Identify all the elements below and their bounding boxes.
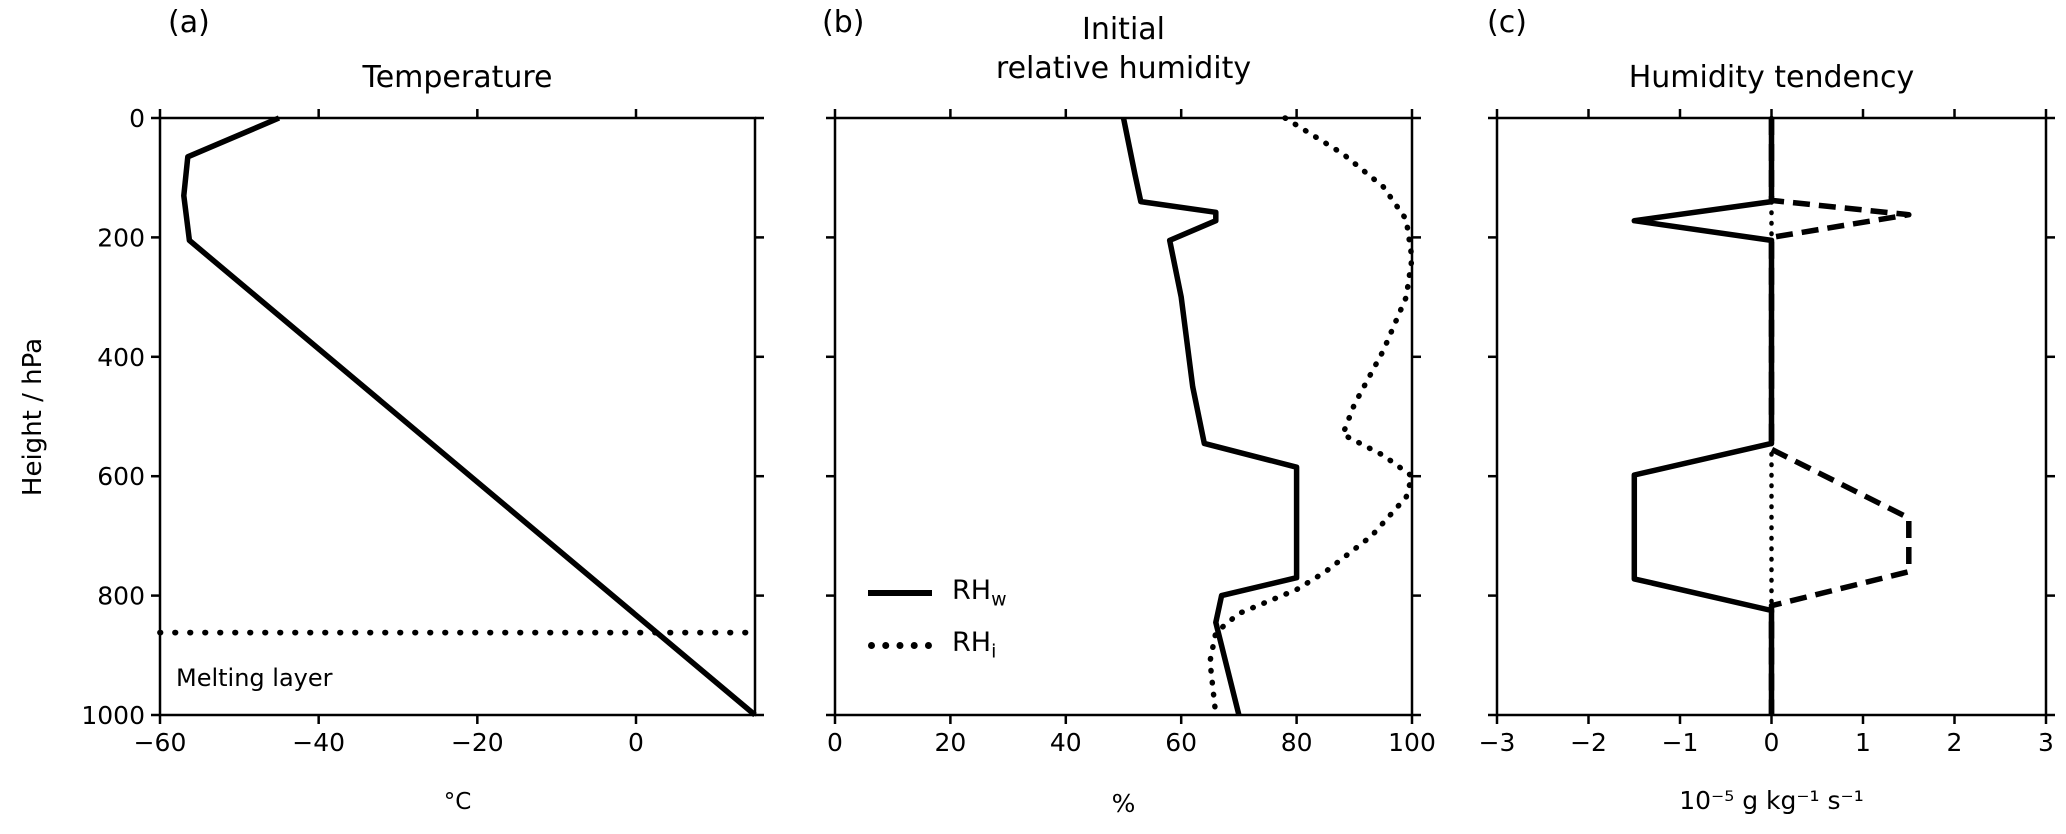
panel-c-title: Humidity tendency xyxy=(1628,60,1915,95)
panel-a-x-axis-label: °C xyxy=(443,789,472,815)
svg-text:1: 1 xyxy=(1855,728,1871,757)
svg-text:600: 600 xyxy=(97,462,145,491)
svg-text:400: 400 xyxy=(97,343,145,372)
svg-text:2: 2 xyxy=(1947,728,1963,757)
panel-b-axes: 0 20 40 60 80 100 xyxy=(826,109,1436,757)
svg-text:−20: −20 xyxy=(451,728,504,757)
melting-layer-annotation: Melting layer xyxy=(176,664,333,692)
panel-c-x-axis-label: 10⁻⁵ g kg⁻¹ s⁻¹ xyxy=(1679,786,1864,815)
svg-text:−2: −2 xyxy=(1570,728,1607,757)
legend-label-rhi: RHi xyxy=(952,626,997,663)
svg-text:0: 0 xyxy=(827,728,843,757)
legend-label-rhw: RHw xyxy=(952,574,1007,611)
svg-text:0: 0 xyxy=(628,728,644,757)
panel-c-letter: (c) xyxy=(1487,5,1527,40)
legend-item-rhi: RHi xyxy=(868,619,1007,671)
panel-b-letter: (b) xyxy=(822,5,865,40)
svg-text:−1: −1 xyxy=(1662,728,1699,757)
drying-tendency-curve xyxy=(1631,118,1775,715)
relative-humidity-water-curve xyxy=(1120,117,1300,716)
svg-text:60: 60 xyxy=(1165,728,1197,757)
svg-text:−60: −60 xyxy=(134,728,187,757)
svg-text:800: 800 xyxy=(97,582,145,611)
panel-b-x-axis-label: % xyxy=(1111,789,1136,818)
dotted-line-sample-icon xyxy=(868,641,932,649)
svg-text:3: 3 xyxy=(2038,728,2054,757)
svg-text:20: 20 xyxy=(934,728,966,757)
panel-b-title: Initial relative humidity xyxy=(995,12,1252,86)
moistening-tendency-curve xyxy=(1768,118,1912,715)
svg-text:200: 200 xyxy=(97,223,145,252)
panel-c-axes: −3 −2 −1 0 1 2 3 xyxy=(1479,109,2055,757)
panel-a-letter: (a) xyxy=(168,5,210,40)
svg-text:1000: 1000 xyxy=(81,701,145,730)
svg-text:40: 40 xyxy=(1050,728,1082,757)
panel-a-title: Temperature xyxy=(362,60,553,95)
panel-a-axes: −60 −40 −20 0 0 200 400 600 800 1000 xyxy=(81,104,764,757)
legend-item-rhw: RHw xyxy=(868,567,1007,619)
svg-text:−3: −3 xyxy=(1479,728,1516,757)
svg-text:−40: −40 xyxy=(292,728,345,757)
temperature-profile-curve xyxy=(181,115,757,718)
svg-text:80: 80 xyxy=(1281,728,1313,757)
svg-text:0: 0 xyxy=(1764,728,1780,757)
legend: RHw RHi xyxy=(868,567,1007,671)
solid-line-sample-icon xyxy=(868,590,932,596)
svg-text:100: 100 xyxy=(1388,728,1436,757)
y-axis-label: Height / hPa xyxy=(18,337,48,497)
relative-humidity-ice-curve xyxy=(1207,115,1415,718)
svg-text:0: 0 xyxy=(129,104,145,133)
